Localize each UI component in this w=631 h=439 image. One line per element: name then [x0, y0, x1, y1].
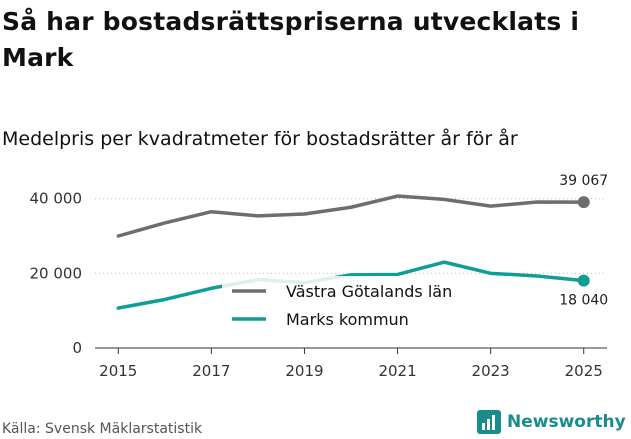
x-tick-label: 2019 [285, 362, 323, 380]
x-tick-label: 2025 [565, 362, 603, 380]
series-end-point-1 [577, 274, 590, 287]
x-tick-label: 2017 [192, 362, 230, 380]
brand-logo: Newsworthy [476, 408, 626, 436]
gridlines [95, 198, 607, 274]
end-value-label-1: 18 040 [559, 293, 608, 309]
legend-background [222, 276, 500, 336]
y-tick-label: 40 000 [30, 190, 83, 208]
chart-title: Så har bostadsrättspriserna utvecklats i… [2, 7, 580, 72]
series-line-1 [116, 260, 586, 310]
y-tick-label: 20 000 [30, 264, 83, 282]
chart-subtitle: Medelpris per kvadratmeter för bostadsrä… [2, 128, 518, 150]
newsworthy-logo-icon [477, 410, 501, 434]
source-note: Källa: Svensk Mäklarstatistik [2, 421, 203, 437]
line-chart: 0 20 000 40 000 2015 2017 2019 2021 2023 2025 Vä… [30, 173, 609, 380]
series-end-point-0 [577, 196, 590, 209]
axes: 0 20 000 40 000 2015 2017 2019 2021 2023 2025 [30, 190, 607, 380]
x-tick-label: 2021 [378, 362, 416, 380]
end-value-label-0: 39 067 [559, 173, 608, 189]
series [116, 194, 590, 310]
legend: Västra Götalands län Marks kommun [222, 276, 500, 336]
x-tick-label: 2023 [472, 362, 510, 380]
brand-name: Newsworthy [507, 412, 626, 432]
x-tick-label: 2015 [99, 362, 137, 380]
y-tick-label: 0 [72, 339, 82, 357]
legend-label-0: Västra Götalands län [286, 282, 452, 301]
series-line-0 [116, 194, 586, 238]
legend-label-1: Marks kommun [286, 310, 409, 329]
end-labels: 39 067 18 040 [559, 173, 608, 309]
